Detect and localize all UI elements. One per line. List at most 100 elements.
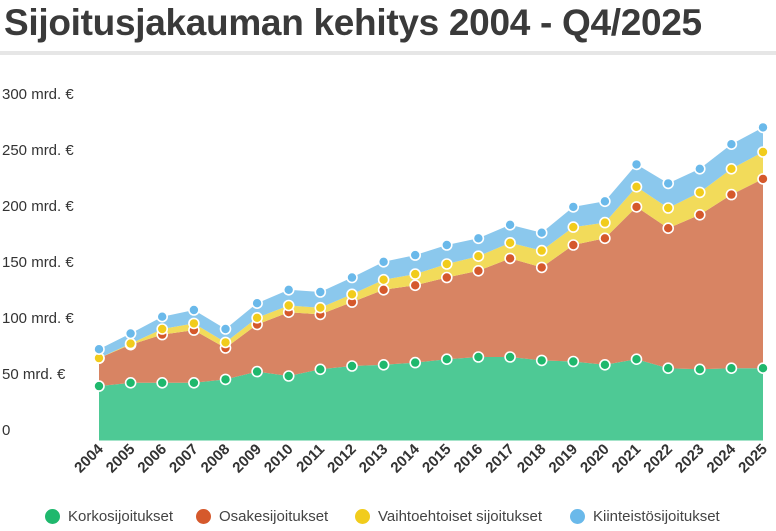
x-tick-label: 2018 [514,441,550,477]
data-point [599,195,611,208]
legend-item[interactable]: Osakesijoitukset [196,508,328,525]
y-tick-label: 200 mrd. € [2,198,74,215]
data-point [93,343,105,356]
data-point [409,268,422,280]
data-point [725,362,738,375]
data-point [346,271,358,284]
data-point [282,283,295,296]
y-tick-label: 250 mrd. € [2,142,74,159]
data-point [314,363,327,376]
legend-item[interactable]: Vaihtoehtoiset sijoitukset [355,508,542,525]
x-tick-label: 2025 [735,441,771,477]
chart-title: Sijoitusjakauman kehitys 2004 - Q4/2025 [4,2,702,43]
x-tick-label: 2014 [387,440,423,476]
data-point [440,239,453,251]
data-point [93,380,105,392]
data-point [599,216,611,229]
data-point [472,264,485,277]
data-point [757,362,769,375]
data-point [156,376,168,389]
data-point [630,353,643,366]
data-point [377,273,390,286]
data-point [409,249,422,261]
data-point [377,255,390,268]
data-point [567,239,580,251]
data-point [693,186,706,199]
data-point [188,376,200,389]
data-point [251,311,263,324]
area-Osakesijoitukset [99,178,763,387]
area-Kiinteistösijoitukset [99,127,763,359]
x-tick-label: 2024 [704,440,740,476]
data-point [188,304,200,316]
legend-label: Osakesijoitukset [219,508,329,525]
x-tick-label: 2004 [71,440,107,476]
data-point [409,356,422,369]
data-point [757,146,769,158]
data-point [472,351,485,363]
data-point [251,365,263,378]
y-tick-label: 150 mrd. € [2,254,74,271]
data-point [504,237,516,249]
legend-swatch [570,509,585,524]
data-point [251,297,263,310]
x-tick-label: 2017 [482,441,518,477]
data-point [725,188,738,201]
data-point [377,283,390,296]
x-tick-label: 2011 [293,441,328,476]
x-tick-label: 2023 [672,441,708,477]
y-tick-label: 0 [2,422,10,439]
x-tick-label: 2012 [324,441,360,477]
data-point [693,363,706,376]
data-point [567,201,580,213]
x-tick-label: 2008 [198,441,234,477]
x-tick-label: 2009 [229,441,265,477]
data-point [535,226,548,239]
x-tick-label: 2020 [577,441,613,477]
data-point [124,327,137,340]
area-Korkosijoitukset [99,357,763,441]
data-point [693,209,706,221]
x-tick-label: 2016 [451,441,487,477]
data-point [725,163,738,175]
data-point [630,158,643,171]
legend-label: Vaihtoehtoiset sijoitukset [378,508,542,525]
y-tick-label: 300 mrd. € [2,86,74,103]
data-point [314,286,327,298]
data-point [282,370,295,382]
data-point [440,271,453,284]
data-point [535,261,548,274]
data-point [725,138,738,150]
legend-item[interactable]: Kiinteistösijoitukset [570,508,720,525]
data-point [314,301,327,314]
data-point [156,310,168,323]
data-point [535,244,548,257]
x-tick-label: 2005 [103,441,139,477]
data-point [124,337,137,350]
x-tick-label: 2019 [546,441,582,477]
title-underline [0,51,776,55]
data-point [662,222,675,234]
legend-item[interactable]: Korkosijoitukset [45,508,173,525]
legend-swatch [45,509,60,524]
data-point [599,358,611,371]
data-point [282,299,295,312]
data-point [188,317,200,330]
data-point [662,362,675,375]
chart-legend: Korkosijoitukset Osakesijoitukset Vaihtoeh… [0,508,776,530]
data-point [599,232,611,245]
x-tick-label: 2021 [609,441,645,477]
data-point [219,323,232,335]
data-point [693,163,706,175]
data-point [757,173,769,185]
data-point [535,354,548,367]
data-point [504,351,516,363]
legend-label: Kiinteistösijoitukset [593,508,720,525]
x-tick-label: 2013 [356,441,392,477]
data-point [377,358,390,371]
data-point [662,177,675,190]
x-tick-label: 2006 [134,441,170,477]
x-tick-label: 2010 [261,441,297,477]
data-point [440,353,453,366]
